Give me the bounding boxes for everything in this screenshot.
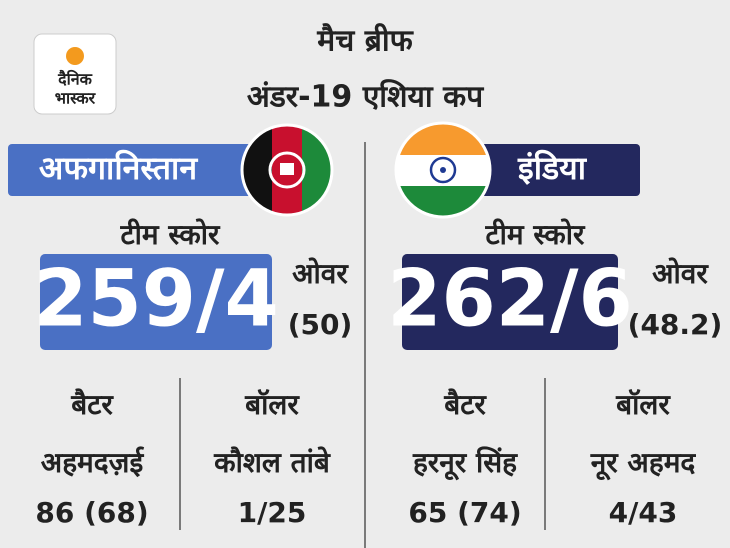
- score: 259/4: [33, 254, 279, 344]
- overs: (48.2): [628, 308, 723, 341]
- logo-text: भास्कर: [55, 89, 97, 108]
- bowler-figures: 1/25: [238, 496, 307, 529]
- score: 262/6: [387, 254, 633, 344]
- score-label: टीम स्कोर: [120, 218, 222, 251]
- overs-label: ओवर: [652, 257, 709, 290]
- bowler-figures: 4/43: [609, 496, 678, 529]
- batter-figures: 65 (74): [408, 496, 521, 529]
- bowler-label: बॉलर: [244, 388, 300, 421]
- team-label-box: [478, 144, 640, 196]
- bowler: कौशल तांबे: [213, 446, 331, 479]
- score-box: [40, 254, 272, 350]
- title: मैच ब्रीफ: [316, 23, 414, 59]
- logo-text: दैनिक: [57, 70, 93, 89]
- team-label-box: [8, 144, 258, 196]
- subtitle: अंडर-19 एशिया कप: [247, 79, 484, 115]
- score-label: टीम स्कोर: [485, 218, 587, 251]
- bowler-label: बॉलर: [615, 388, 671, 421]
- batter-label: बैटर: [443, 388, 487, 421]
- overs: (50): [288, 308, 353, 341]
- flag-afghanistan: [240, 123, 334, 217]
- flag-india: [394, 121, 492, 219]
- logo: दैनिक भास्कर: [33, 33, 117, 115]
- batter: अहमदज़ई: [41, 446, 145, 479]
- score-box: [402, 254, 618, 350]
- bowler: नूर अहमद: [590, 446, 697, 481]
- team-name: अफगानिस्तान: [39, 149, 198, 187]
- batter-figures: 86 (68): [35, 496, 148, 529]
- batter-label: बैटर: [70, 388, 114, 421]
- batter: हरनूर सिंह: [412, 446, 518, 481]
- overs-label: ओवर: [292, 257, 349, 290]
- team-name: इंडिया: [517, 149, 588, 187]
